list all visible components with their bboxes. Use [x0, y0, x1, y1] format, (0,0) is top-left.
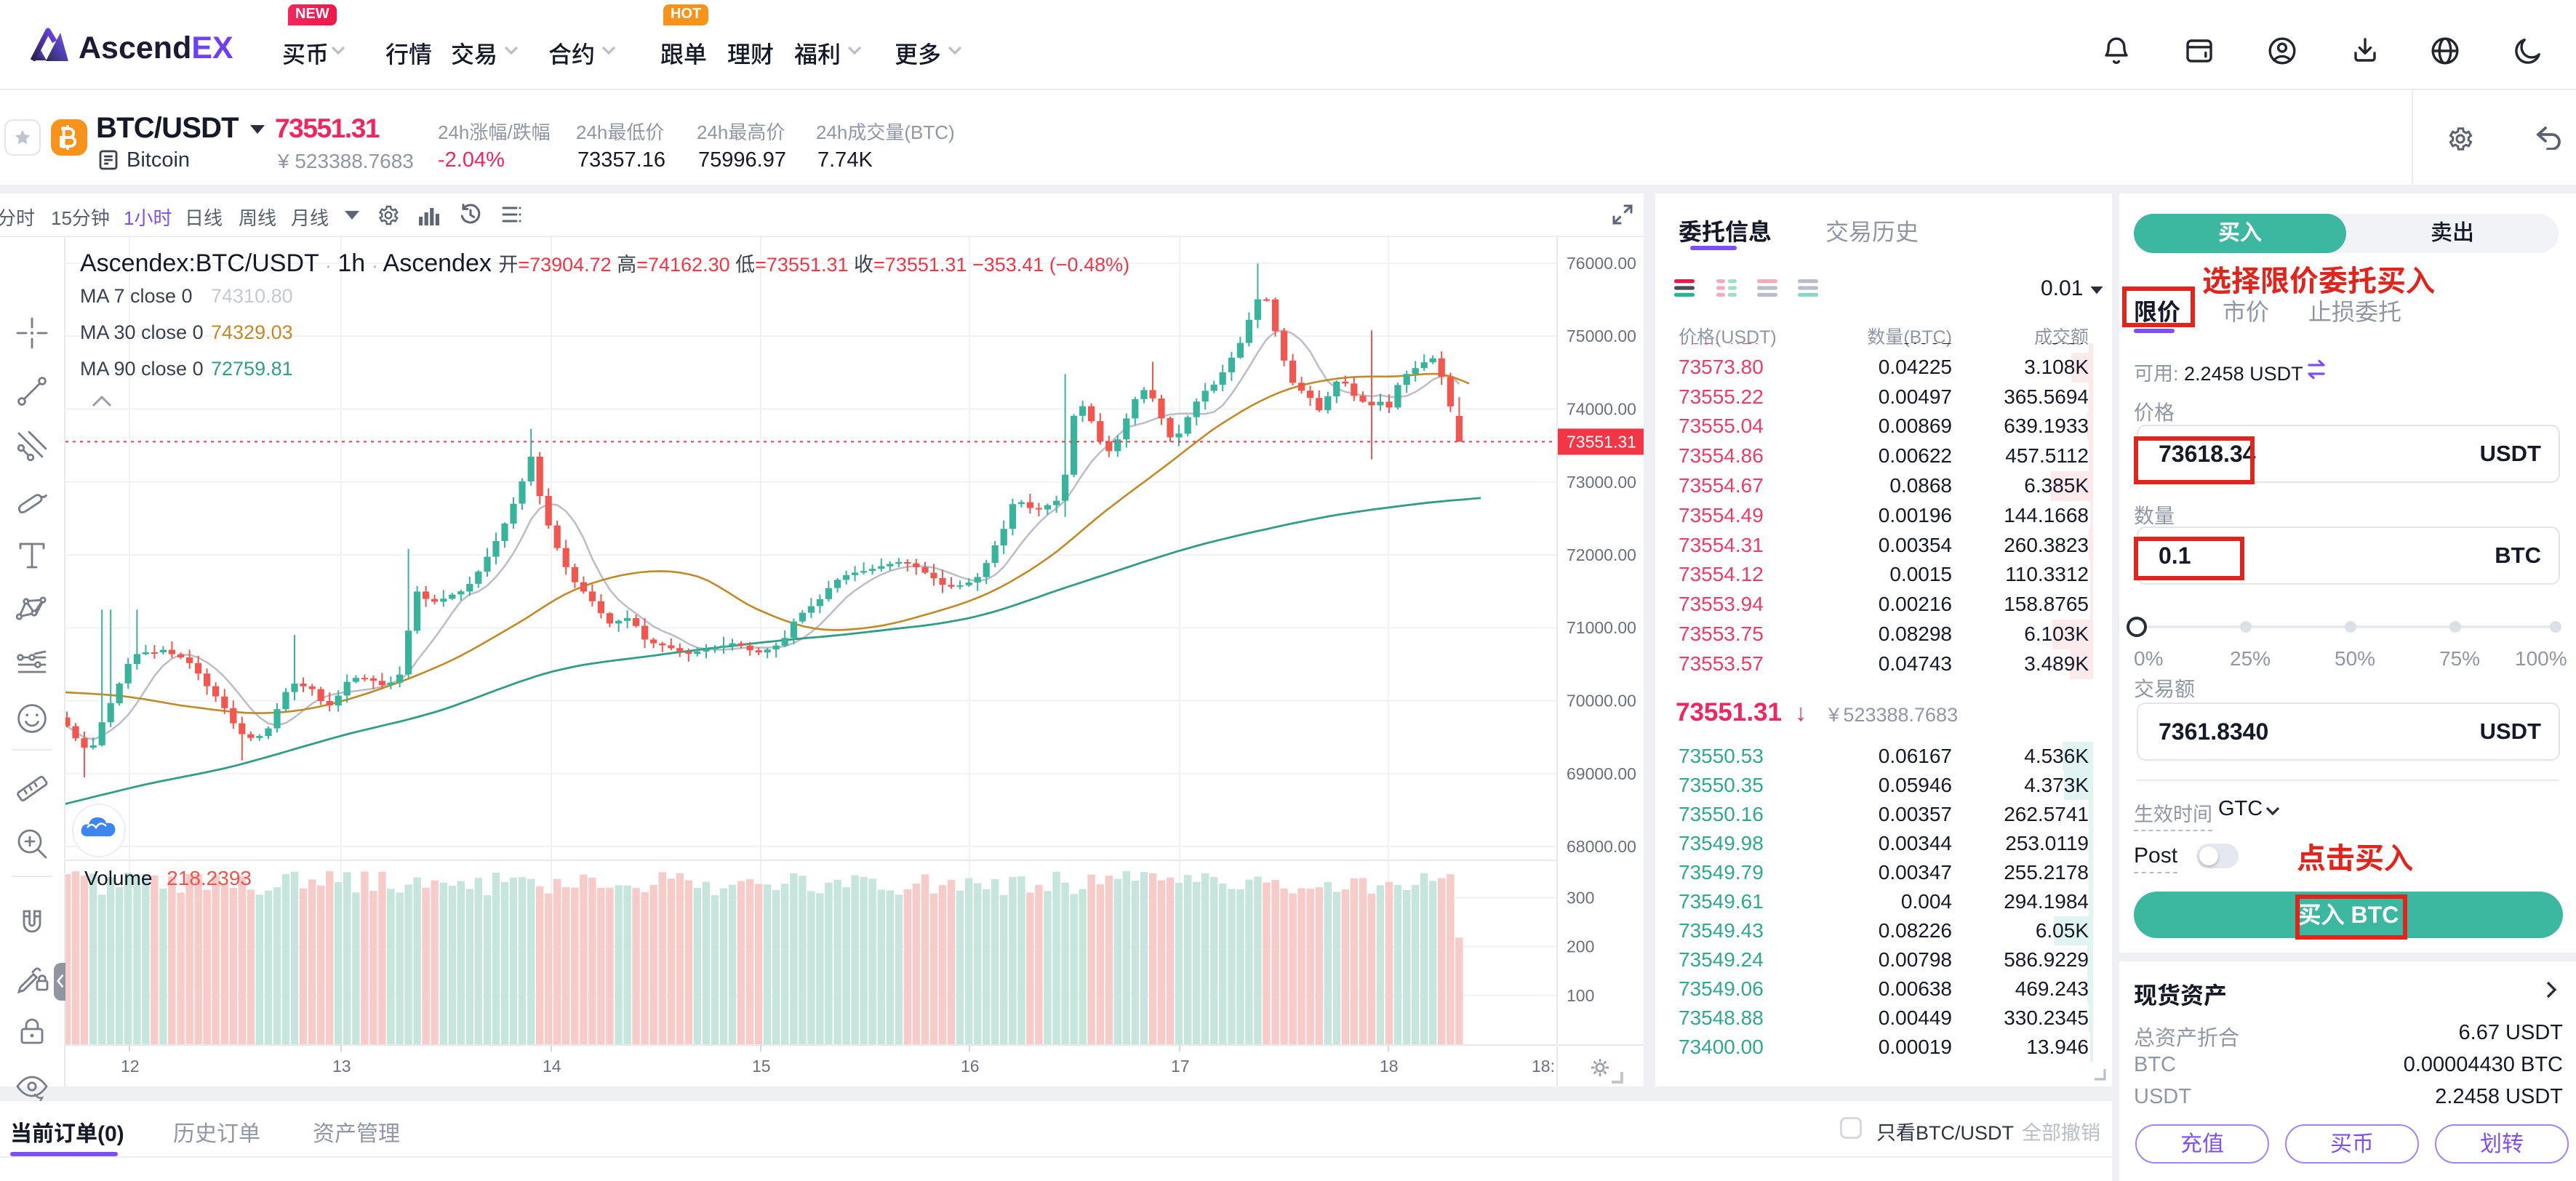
svg-text:68000.00: 68000.00: [1567, 837, 1636, 856]
svg-text:71000.00: 71000.00: [1567, 618, 1636, 637]
svg-text:18:: 18:: [1532, 1057, 1555, 1076]
svg-text:13: 13: [332, 1057, 351, 1076]
svg-text:18: 18: [1380, 1057, 1399, 1076]
svg-text:69000.00: 69000.00: [1567, 764, 1636, 783]
svg-text:70000.00: 70000.00: [1567, 692, 1636, 710]
svg-text:17: 17: [1171, 1057, 1190, 1076]
svg-text:72000.00: 72000.00: [1567, 545, 1636, 564]
svg-text:74000.00: 74000.00: [1567, 399, 1636, 418]
svg-text:AscendEX: AscendEX: [79, 31, 233, 65]
svg-text:14: 14: [543, 1057, 561, 1076]
svg-text:300: 300: [1567, 888, 1594, 907]
svg-text:73551.31: 73551.31: [1567, 432, 1636, 451]
svg-text:15: 15: [752, 1057, 771, 1076]
svg-text:12: 12: [121, 1057, 140, 1076]
svg-text:200: 200: [1567, 937, 1594, 956]
svg-text:16: 16: [961, 1057, 980, 1076]
svg-text:73000.00: 73000.00: [1567, 473, 1636, 492]
svg-text:76000.00: 76000.00: [1567, 254, 1636, 273]
svg-text:100: 100: [1567, 986, 1594, 1005]
svg-text:75000.00: 75000.00: [1567, 327, 1636, 345]
